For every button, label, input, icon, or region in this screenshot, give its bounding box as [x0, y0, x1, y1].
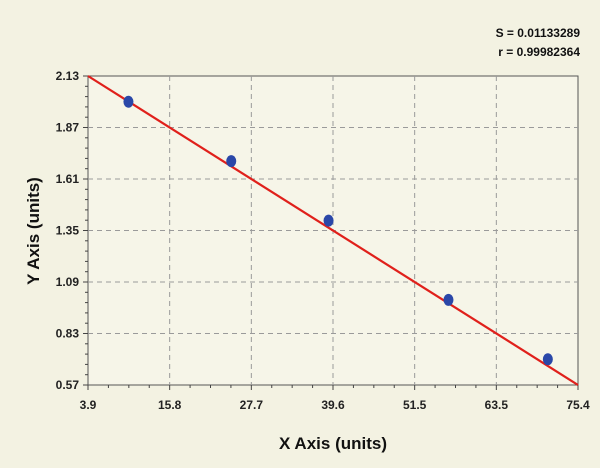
y-tick-label: 2.13 [56, 69, 80, 83]
data-point [542, 353, 553, 366]
data-point [443, 293, 454, 306]
y-tick-label: 0.83 [56, 327, 80, 341]
y-tick-label: 1.09 [56, 275, 80, 289]
axis-ticks [83, 75, 579, 390]
x-tick-label: 15.8 [158, 398, 182, 412]
fit-line [87, 75, 579, 386]
x-tick-labels: 3.9 15.8 27.7 39.6 51.5 63.5 75.4 [80, 398, 590, 412]
x-tick-label: 39.6 [321, 398, 345, 412]
x-tick-label: 27.7 [240, 398, 264, 412]
y-tick-label: 0.57 [56, 378, 80, 392]
x-tick-label: 3.9 [80, 398, 97, 412]
y-tick-labels: 0.57 0.83 1.09 1.35 1.61 1.87 2.13 [56, 69, 80, 392]
x-axis-title: X Axis (units) [279, 434, 387, 453]
stat-s-label: S = 0.01133289 [496, 26, 581, 40]
y-tick-label: 1.87 [56, 121, 80, 135]
x-tick-label: 75.4 [566, 398, 590, 412]
data-point [226, 155, 237, 168]
y-tick-label: 1.35 [56, 224, 80, 238]
data-points [123, 95, 553, 366]
data-point [123, 95, 134, 108]
fit-line-group [87, 75, 579, 386]
y-axis-title: Y Axis (units) [24, 177, 43, 285]
y-tick-label: 1.61 [56, 172, 80, 186]
x-tick-label: 51.5 [403, 398, 427, 412]
stat-r-label: r = 0.99982364 [498, 45, 580, 59]
x-tick-label: 63.5 [485, 398, 509, 412]
data-point [323, 214, 334, 227]
